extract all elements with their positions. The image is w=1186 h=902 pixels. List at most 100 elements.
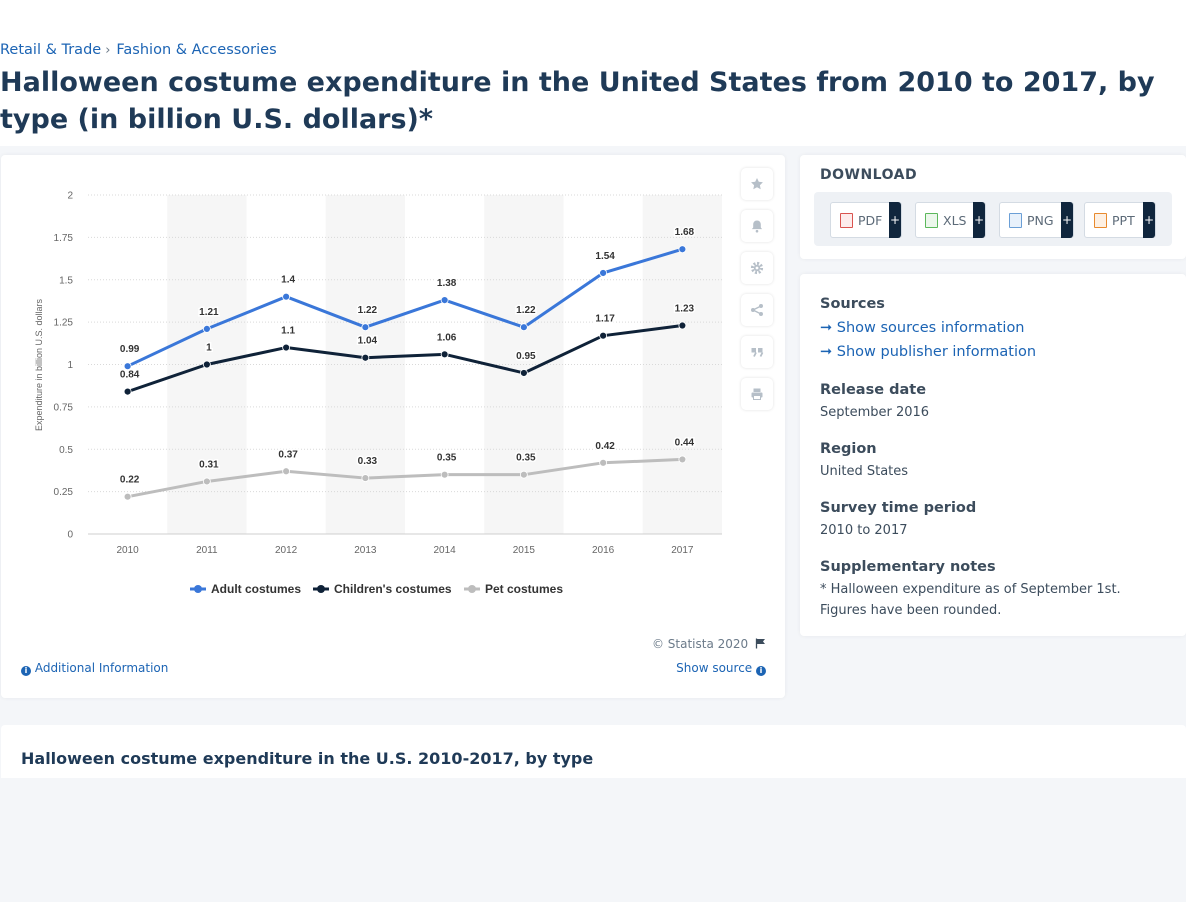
plus-icon: + xyxy=(1143,202,1155,238)
data-point xyxy=(202,360,211,369)
legend-swatch-marker xyxy=(317,585,325,593)
quote-icon[interactable] xyxy=(741,336,773,368)
data-point xyxy=(599,331,608,340)
data-label: 0.35 xyxy=(437,453,457,464)
show-publisher-label: Show publisher information xyxy=(836,344,1037,360)
show-publisher-link[interactable]: ➞ Show publisher information xyxy=(820,340,1166,364)
breadcrumb-fashion-accessories[interactable]: Fashion & Accessories xyxy=(116,42,277,58)
show-source-link[interactable]: Show source i xyxy=(676,661,766,676)
data-point xyxy=(123,387,132,396)
y-axis-title: Expenditure in billion U.S. dollars xyxy=(34,298,44,431)
data-point xyxy=(361,353,370,362)
data-label: 0.33 xyxy=(358,456,378,467)
share-icon[interactable] xyxy=(741,294,773,326)
copyright-text: © Statista 2020 xyxy=(651,637,749,651)
breadcrumb: Retail & Trade › Fashion & Accessories xyxy=(0,42,277,58)
data-point xyxy=(282,467,291,476)
region-heading: Region xyxy=(820,441,877,457)
data-point xyxy=(123,362,132,371)
data-label: 0.35 xyxy=(516,453,536,464)
data-label: 1.23 xyxy=(675,304,695,315)
show-sources-label: Show sources information xyxy=(836,320,1025,336)
data-label: 1.17 xyxy=(595,314,615,325)
survey-section: Survey time period 2010 to 2017 xyxy=(820,500,1166,541)
data-label: 0.84 xyxy=(120,370,140,381)
x-tick-label: 2017 xyxy=(671,545,694,556)
release-value: September 2016 xyxy=(820,405,930,420)
bell-icon[interactable] xyxy=(741,210,773,242)
gear-icon[interactable] xyxy=(741,252,773,284)
release-section: Release date September 2016 xyxy=(820,382,1166,423)
y-tick-label: 1.25 xyxy=(54,318,74,329)
png-file-icon xyxy=(1009,212,1022,228)
arrow-right-icon: ➞ xyxy=(820,320,833,336)
data-point xyxy=(599,458,608,467)
print-icon[interactable] xyxy=(741,378,773,410)
data-point xyxy=(678,245,687,254)
chart-card: 0 0.25 0.5 0.75 1 1.25 1.5 1.75 2 2010 2011 2012 201… xyxy=(1,155,785,698)
y-tick-label: 1 xyxy=(67,360,73,371)
sources-heading: Sources xyxy=(820,296,885,312)
plus-icon: + xyxy=(1061,202,1073,238)
y-tick-label: 0.75 xyxy=(54,402,74,413)
y-tick-label: 1.5 xyxy=(59,275,73,286)
data-label: 1.38 xyxy=(437,278,457,289)
x-tick-label: 2010 xyxy=(117,545,140,556)
survey-value: 2010 to 2017 xyxy=(820,523,908,538)
download-pdf-button[interactable]: PDF + xyxy=(830,202,902,238)
download-xls-button[interactable]: XLS + xyxy=(915,202,986,238)
arrow-right-icon: ➞ xyxy=(820,344,833,360)
data-label: 1.54 xyxy=(595,251,615,262)
legend-label: Adult costumes xyxy=(211,582,301,596)
related-title[interactable]: Halloween costume expenditure in the U.S… xyxy=(21,749,594,768)
data-point xyxy=(123,492,132,501)
x-tick-label: 2015 xyxy=(513,545,536,556)
copyright-notice: © Statista 2020 xyxy=(652,637,767,651)
breadcrumb-retail-trade[interactable]: Retail & Trade xyxy=(0,42,102,58)
metadata-card: Sources ➞ Show sources information ➞ Sho… xyxy=(800,274,1186,636)
download-ppt-button[interactable]: PPT + xyxy=(1084,202,1156,238)
x-tick-label: 2012 xyxy=(275,545,298,556)
flag-icon[interactable] xyxy=(755,638,767,649)
legend-swatch-marker xyxy=(468,585,476,593)
additional-information-link[interactable]: i Additional Information xyxy=(21,661,168,676)
data-label: 1.04 xyxy=(358,336,378,347)
data-point xyxy=(202,325,211,333)
data-label: 0.99 xyxy=(120,344,140,355)
data-point xyxy=(440,470,449,479)
xls-label: XLS xyxy=(943,212,967,228)
supplementary-section: Supplementary notes * Halloween expendit… xyxy=(820,559,1166,621)
legend-label: Pet costumes xyxy=(485,582,563,596)
region-value: United States xyxy=(820,464,909,479)
download-card: DOWNLOAD PDF + XLS + PNG + PPT + xyxy=(800,155,1186,259)
star-icon[interactable] xyxy=(741,168,773,200)
download-png-button[interactable]: PNG + xyxy=(999,202,1074,238)
supplementary-value: * Halloween expenditure as of September … xyxy=(820,582,1121,618)
plus-icon: + xyxy=(889,202,901,238)
show-sources-link[interactable]: ➞ Show sources information xyxy=(820,316,1166,340)
data-label: 1.1 xyxy=(281,326,295,337)
line-chart: 0 0.25 0.5 0.75 1 1.25 1.5 1.75 2 2010 2011 2012 201… xyxy=(34,191,722,596)
data-point xyxy=(440,296,449,304)
data-point xyxy=(519,369,528,377)
data-point xyxy=(361,323,370,332)
download-bar: PDF + XLS + PNG + PPT + xyxy=(814,192,1172,246)
breadcrumb-separator: › xyxy=(105,42,111,58)
data-point xyxy=(678,455,687,464)
data-point xyxy=(202,477,211,486)
series-line-0 xyxy=(126,247,683,368)
legend-swatch-marker xyxy=(194,585,202,593)
data-point xyxy=(282,292,291,301)
sources-section: Sources ➞ Show sources information ➞ Sho… xyxy=(820,296,1166,364)
data-label: 1.06 xyxy=(437,332,457,343)
png-label: PNG xyxy=(1027,212,1054,228)
info-icon: i xyxy=(21,666,31,676)
data-label: 0.95 xyxy=(516,351,536,362)
data-point xyxy=(519,470,528,479)
region-section: Region United States xyxy=(820,441,1166,482)
ppt-file-icon xyxy=(1094,212,1107,228)
page-title: Halloween costume expenditure in the Uni… xyxy=(0,67,1155,135)
top-band xyxy=(0,0,1186,146)
info-icon: i xyxy=(756,666,766,676)
series-line-1 xyxy=(127,324,683,394)
